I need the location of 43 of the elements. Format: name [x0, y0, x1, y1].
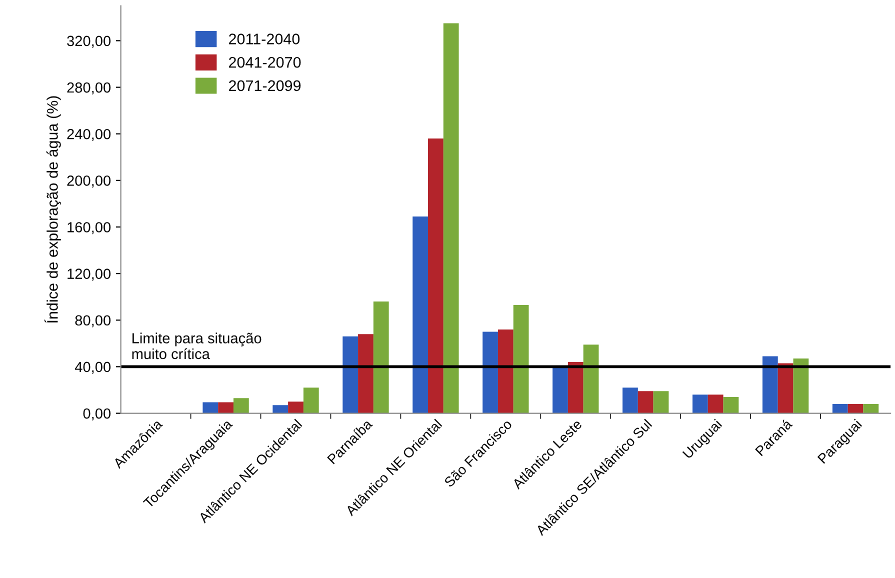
bar: [692, 394, 708, 414]
bar: [762, 356, 778, 414]
y-tick-label: 320,00: [67, 36, 111, 48]
bar: [708, 394, 724, 414]
bar: [863, 404, 879, 414]
y-tick-label: 240,00: [67, 128, 111, 141]
bar: [443, 23, 459, 414]
y-axis-title: Índice de exploração de água (%): [44, 96, 61, 323]
bar: [653, 391, 669, 414]
bar: [373, 302, 389, 414]
bar: [513, 304, 529, 414]
y-tick-label: 160,00: [68, 222, 111, 234]
bar: [412, 216, 428, 414]
y-tick-label: 280,00: [67, 82, 111, 94]
legend-label: 2071-2099: [229, 80, 301, 92]
bar: [583, 344, 599, 414]
ref-line-label: Limite para situação muito crítica: [132, 332, 262, 360]
bar: [793, 358, 809, 414]
bar: [342, 336, 358, 414]
bar: [272, 405, 288, 414]
bar: [428, 138, 444, 414]
bar: [778, 363, 794, 414]
y-tick-label: 200,00: [67, 176, 111, 188]
bar: [498, 329, 514, 414]
bar: [233, 398, 249, 414]
bar: [202, 402, 218, 414]
y-tick-label: 120,00: [68, 268, 111, 281]
legend-label: 2041-2070: [229, 56, 301, 68]
y-tick-label: 80,00: [75, 315, 111, 328]
bar: [218, 402, 234, 414]
bar: [552, 366, 568, 414]
bar: [832, 404, 848, 414]
bar: [288, 402, 304, 414]
bar: [358, 334, 374, 414]
y-tick-label: 40,00: [74, 362, 111, 374]
legend-label: 2011-2040: [229, 34, 300, 44]
bar: [482, 332, 498, 414]
bar: [723, 396, 739, 414]
y-tick-label: 0,00: [83, 408, 111, 420]
bar: [622, 388, 638, 414]
bar: [568, 362, 584, 414]
bar: [303, 388, 319, 414]
bar: [638, 391, 654, 414]
